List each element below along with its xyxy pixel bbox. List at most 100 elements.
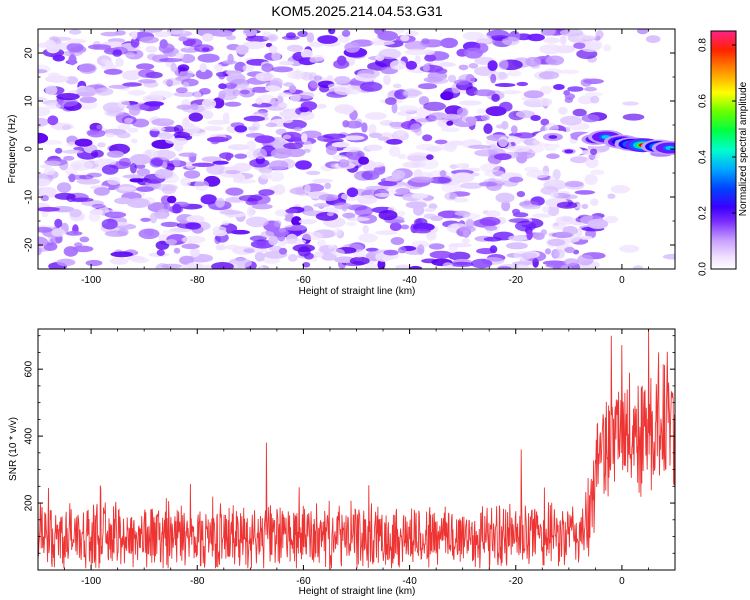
heatmap-cell bbox=[298, 91, 315, 100]
heatmap-cell bbox=[383, 249, 399, 256]
heatmap-cell bbox=[383, 74, 391, 86]
heatmap-cell bbox=[375, 230, 398, 236]
heatmap-cell bbox=[343, 135, 365, 141]
heatmap-cell bbox=[245, 140, 257, 151]
heatmap-cell bbox=[118, 186, 135, 191]
heatmap-cell bbox=[410, 176, 434, 183]
heatmap-cell bbox=[263, 35, 276, 41]
heatmap-cell bbox=[498, 59, 509, 70]
heatmap-cell bbox=[191, 103, 199, 111]
heatmap-cell bbox=[564, 93, 576, 100]
heatmap-cell bbox=[584, 174, 598, 185]
heatmap-cell bbox=[62, 124, 72, 131]
heatmap-cell bbox=[423, 76, 443, 83]
heatmap-cell bbox=[444, 192, 458, 201]
heatmap-cell bbox=[38, 97, 48, 102]
heatmap-cell bbox=[334, 76, 351, 84]
heatmap-cell bbox=[135, 186, 155, 193]
heatmap-cell bbox=[419, 158, 439, 170]
heatmap-cell bbox=[366, 144, 383, 151]
heatmap-cell bbox=[333, 59, 350, 69]
heatmap-cell bbox=[576, 34, 597, 40]
heatmap-x-tick-label: -100 bbox=[81, 275, 101, 286]
heatmap-cell bbox=[519, 252, 538, 259]
heatmap-cell bbox=[249, 158, 270, 168]
heatmap-cell bbox=[564, 246, 575, 254]
heatmap-cell bbox=[197, 53, 220, 63]
heatmap-cell bbox=[242, 29, 258, 37]
heatmap-cell bbox=[277, 92, 293, 97]
heatmap-cell bbox=[54, 218, 63, 228]
heatmap-cell bbox=[427, 176, 451, 184]
heatmap-cell bbox=[604, 215, 619, 224]
heatmap-cell bbox=[421, 38, 430, 45]
heatmap-cell bbox=[516, 191, 526, 198]
heatmap-cell bbox=[283, 82, 294, 87]
heatmap-cell bbox=[573, 42, 586, 49]
heatmap-cell bbox=[563, 258, 579, 266]
heatmap-cell bbox=[364, 262, 378, 269]
heatmap-cell bbox=[245, 216, 269, 228]
heatmap-cell bbox=[545, 55, 565, 66]
heatmap-cell bbox=[199, 63, 207, 73]
heatmap-cell bbox=[479, 181, 498, 187]
heatmap-cell bbox=[215, 244, 227, 251]
heatmap-cell bbox=[549, 192, 559, 198]
heatmap-cell bbox=[271, 66, 294, 73]
heatmap-cell bbox=[66, 42, 84, 53]
heatmap-cell bbox=[182, 39, 195, 47]
heatmap-cell bbox=[281, 118, 293, 124]
heatmap-cell bbox=[225, 34, 236, 41]
heatmap-cell bbox=[422, 63, 430, 72]
heatmap-cell bbox=[364, 112, 387, 120]
heatmap-cell bbox=[291, 216, 302, 227]
heatmap-cell bbox=[260, 231, 275, 238]
heatmap-cell bbox=[186, 164, 195, 169]
heatmap-cell bbox=[131, 31, 138, 40]
heatmap-cell bbox=[378, 210, 398, 221]
heatmap-cell bbox=[226, 70, 242, 76]
heatmap-cell bbox=[54, 192, 76, 200]
heatmap-cell bbox=[496, 124, 504, 129]
heatmap-cell bbox=[262, 257, 281, 264]
heatmap-cell bbox=[87, 129, 106, 138]
heatmap-cell bbox=[619, 244, 640, 253]
heatmap-y-tick-label: 20 bbox=[24, 47, 35, 59]
heatmap-cell bbox=[557, 69, 580, 75]
heatmap-x-axis-label: Height of straight line (km) bbox=[299, 286, 416, 297]
heatmap-cell bbox=[442, 262, 453, 269]
heatmap-cell bbox=[453, 79, 470, 86]
heatmap-cell bbox=[258, 166, 273, 174]
heatmap-cell bbox=[38, 236, 48, 247]
heatmap-cell bbox=[288, 85, 297, 94]
heatmap-cell bbox=[206, 136, 229, 143]
colorbar-tick-label: 0.6 bbox=[698, 94, 709, 108]
heatmap-cell bbox=[88, 44, 112, 50]
heatmap-cell bbox=[90, 149, 104, 158]
heatmap-cell bbox=[439, 62, 456, 67]
heatmap-cell bbox=[309, 41, 324, 48]
heatmap-cell bbox=[79, 174, 94, 180]
heatmap-cell bbox=[185, 222, 202, 230]
heatmap-cell bbox=[149, 90, 173, 100]
heatmap-cell bbox=[417, 193, 434, 203]
heatmap-cell bbox=[304, 184, 311, 194]
heatmap-cell bbox=[243, 115, 265, 122]
heatmap-cell bbox=[389, 121, 405, 129]
heatmap-cell bbox=[114, 30, 126, 36]
heatmap-cell bbox=[304, 252, 314, 260]
heatmap-cell bbox=[273, 184, 286, 196]
heatmap-cell bbox=[312, 178, 324, 184]
heatmap-cell bbox=[129, 154, 151, 165]
heatmap-cell bbox=[206, 164, 226, 175]
heatmap-blobs bbox=[38, 29, 675, 269]
heatmap-cell bbox=[377, 136, 390, 141]
heatmap-cell bbox=[127, 89, 146, 96]
heatmap-cell bbox=[540, 229, 548, 236]
heatmap-cell bbox=[461, 238, 471, 244]
heatmap-cell bbox=[292, 70, 304, 80]
heatmap-cell bbox=[508, 235, 528, 242]
heatmap-cell bbox=[219, 209, 241, 215]
heatmap-cell bbox=[603, 44, 612, 52]
